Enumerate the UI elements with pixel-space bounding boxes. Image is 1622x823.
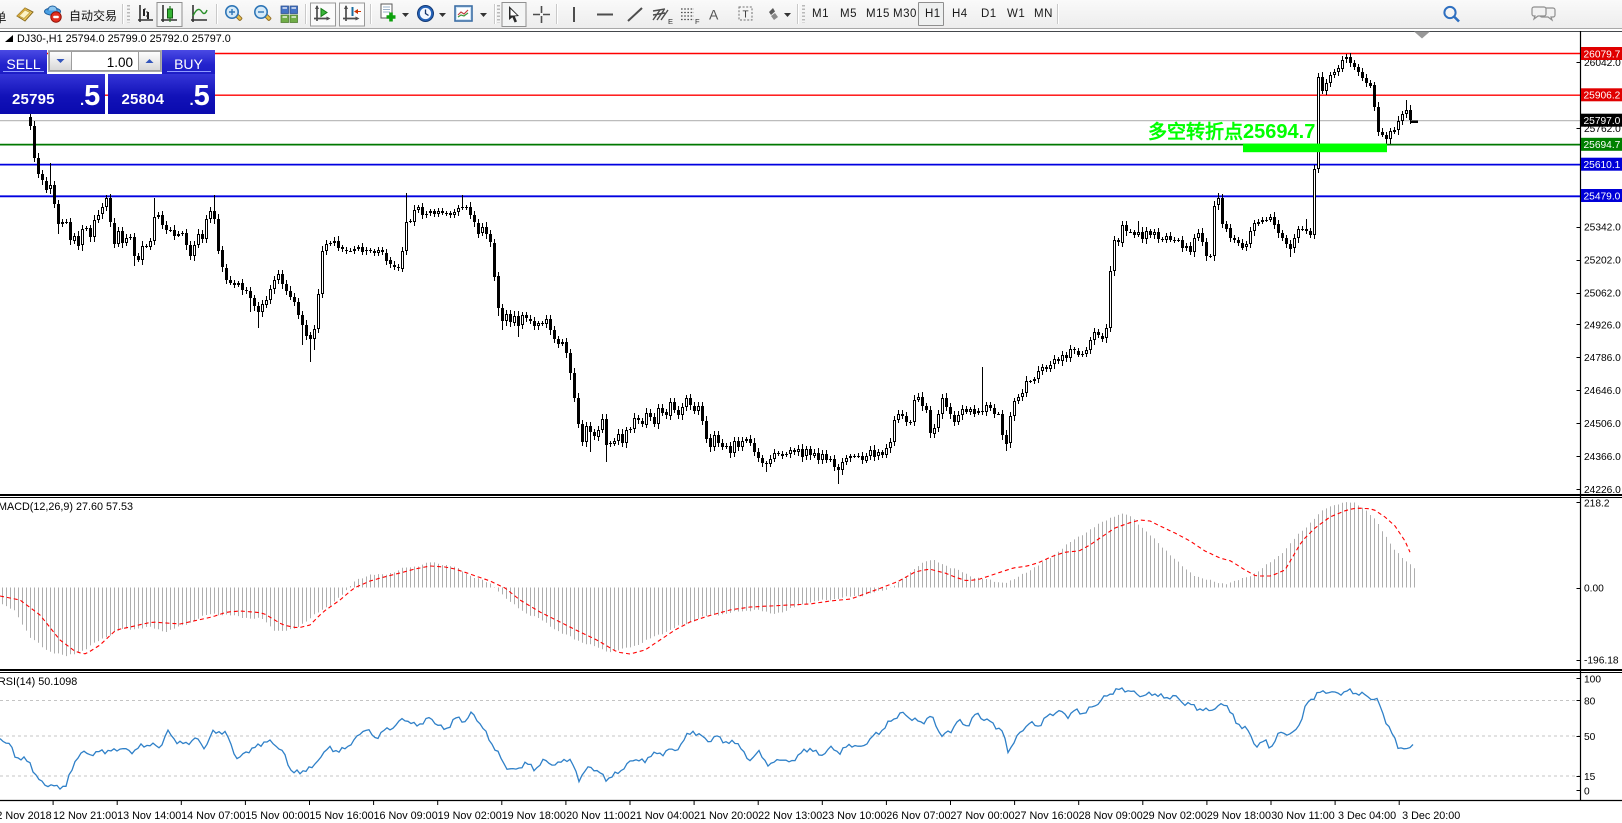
- svg-text:16 Nov 09:00: 16 Nov 09:00: [373, 810, 437, 822]
- svg-text:-196.18: -196.18: [1584, 655, 1619, 666]
- svg-text:29 Nov 02:00: 29 Nov 02:00: [1143, 810, 1207, 822]
- svg-text:29 Nov 18:00: 29 Nov 18:00: [1207, 810, 1271, 822]
- svg-text:30 Nov 11:00: 30 Nov 11:00: [1271, 810, 1334, 822]
- svg-text:F: F: [695, 17, 700, 26]
- svg-text:24506.0: 24506.0: [1584, 419, 1621, 430]
- svg-text:50: 50: [1584, 732, 1596, 743]
- svg-text:0.00: 0.00: [1584, 583, 1604, 594]
- svg-text:80: 80: [1584, 696, 1596, 707]
- svg-text:21 Nov 04:00: 21 Nov 04:00: [630, 810, 694, 822]
- svg-text:3 Dec 04:00: 3 Dec 04:00: [1338, 810, 1396, 822]
- svg-text:0: 0: [1584, 786, 1590, 797]
- svg-text:28 Nov 09:00: 28 Nov 09:00: [1079, 810, 1143, 822]
- svg-text:多空转折点25694.7: 多空转折点25694.7: [1148, 120, 1315, 143]
- svg-text:DJ30-,H1 25794.0 25799.0 2579: DJ30-,H1 25794.0 25799.0 25792.0 25797.0: [17, 33, 231, 45]
- svg-text:25797.0: 25797.0: [1584, 116, 1621, 127]
- svg-text:24926.0: 24926.0: [1584, 320, 1621, 331]
- svg-text:A: A: [709, 7, 719, 23]
- svg-text:25202.0: 25202.0: [1584, 256, 1621, 267]
- svg-text:25062.0: 25062.0: [1584, 288, 1621, 299]
- svg-text:26042.0: 26042.0: [1584, 58, 1621, 69]
- svg-text:22 Nov 13:00: 22 Nov 13:00: [758, 810, 822, 822]
- svg-text:25479.0: 25479.0: [1584, 191, 1621, 202]
- svg-text:25610.1: 25610.1: [1584, 160, 1621, 171]
- svg-text:26079.7: 26079.7: [1584, 49, 1621, 60]
- svg-text:24366.0: 24366.0: [1584, 452, 1621, 463]
- svg-text:218.2: 218.2: [1584, 498, 1610, 509]
- svg-text:12 Nov 2018: 12 Nov 2018: [0, 810, 52, 822]
- svg-text:25694.7: 25694.7: [1584, 140, 1621, 151]
- svg-text:12 Nov 21:00: 12 Nov 21:00: [53, 810, 117, 822]
- svg-text:27 Nov 00:00: 27 Nov 00:00: [950, 810, 1014, 822]
- svg-text:27 Nov 16:00: 27 Nov 16:00: [1014, 810, 1078, 822]
- svg-text:3 Dec 20:00: 3 Dec 20:00: [1402, 810, 1460, 822]
- svg-text:20 Nov 11:00: 20 Nov 11:00: [566, 810, 629, 822]
- svg-text:RSI(14) 50.1098: RSI(14) 50.1098: [0, 676, 77, 688]
- svg-text:24646.0: 24646.0: [1584, 386, 1621, 397]
- svg-text:100: 100: [1584, 674, 1601, 685]
- svg-text:23 Nov 10:00: 23 Nov 10:00: [822, 810, 886, 822]
- svg-text:MACD(12,26,9) 27.60 57.53: MACD(12,26,9) 27.60 57.53: [0, 501, 133, 513]
- svg-text:25762.0: 25762.0: [1584, 124, 1621, 135]
- svg-text:25906.2: 25906.2: [1584, 91, 1621, 102]
- svg-text:19 Nov 18:00: 19 Nov 18:00: [502, 810, 566, 822]
- svg-text:24786.0: 24786.0: [1584, 353, 1621, 364]
- svg-text:14 Nov 07:00: 14 Nov 07:00: [181, 810, 245, 822]
- svg-text:26 Nov 07:00: 26 Nov 07:00: [886, 810, 950, 822]
- svg-text:T: T: [743, 10, 749, 21]
- svg-text:15 Nov 16:00: 15 Nov 16:00: [309, 810, 373, 822]
- svg-text:25342.0: 25342.0: [1584, 223, 1621, 234]
- svg-text:21 Nov 20:00: 21 Nov 20:00: [694, 810, 758, 822]
- svg-text:15: 15: [1584, 772, 1596, 783]
- svg-text:13 Nov 14:00: 13 Nov 14:00: [117, 810, 181, 822]
- svg-text:15 Nov 00:00: 15 Nov 00:00: [245, 810, 309, 822]
- svg-text:24226.0: 24226.0: [1584, 485, 1621, 496]
- svg-text:19 Nov 02:00: 19 Nov 02:00: [438, 810, 502, 822]
- svg-text:E: E: [668, 17, 673, 26]
